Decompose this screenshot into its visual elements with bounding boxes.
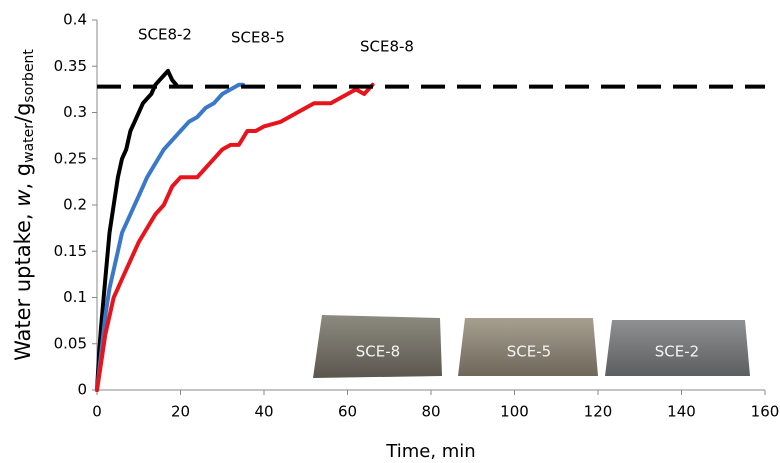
photo-label: SCE-5 bbox=[507, 343, 551, 361]
series-line bbox=[95, 82, 375, 392]
sample-photo bbox=[458, 318, 598, 376]
y-tick-label: 0.05 bbox=[54, 334, 87, 352]
y-label-part: sorbent bbox=[21, 49, 37, 103]
y-tick-label: 0.1 bbox=[63, 288, 87, 306]
series-label: SCE8-2 bbox=[138, 26, 192, 44]
y-tick-label: 0.25 bbox=[54, 149, 87, 167]
y-tick-label: 0.15 bbox=[54, 242, 87, 260]
photo-label: SCE-8 bbox=[356, 343, 400, 361]
y-tick-label: 0 bbox=[77, 381, 87, 399]
y-tick-label: 0.2 bbox=[63, 196, 87, 214]
y-tick-label: 0.4 bbox=[63, 11, 87, 29]
x-tick-label: 140 bbox=[667, 403, 696, 421]
y-axis-label: Water uptake, w, gwater/gsorbent bbox=[11, 49, 37, 361]
x-tick-label: 20 bbox=[171, 403, 190, 421]
x-axis-label: Time, min bbox=[385, 441, 475, 462]
x-tick-label: 160 bbox=[751, 403, 780, 421]
x-tick-label: 120 bbox=[584, 403, 613, 421]
series-label: SCE8-5 bbox=[231, 29, 285, 47]
sample-photo bbox=[313, 315, 442, 378]
series-line bbox=[95, 68, 179, 392]
photo-label: SCE-2 bbox=[655, 343, 699, 361]
x-tick-label: 80 bbox=[421, 403, 440, 421]
y-tick-label: 0.35 bbox=[54, 57, 87, 75]
x-tick-label: 40 bbox=[254, 403, 273, 421]
x-tick-label: 100 bbox=[500, 403, 529, 421]
series-line bbox=[95, 82, 246, 392]
y-label-part: Water uptake, bbox=[11, 207, 35, 361]
y-label-part: w bbox=[11, 189, 35, 207]
y-label-part: /g bbox=[11, 103, 35, 123]
sample-photo bbox=[605, 320, 750, 376]
y-label-part: water bbox=[21, 123, 37, 163]
series-label: SCE8-8 bbox=[360, 38, 414, 56]
y-tick-label: 0.3 bbox=[63, 103, 87, 121]
x-tick-label: 60 bbox=[338, 403, 357, 421]
x-tick-label: 0 bbox=[92, 403, 102, 421]
y-label-part: , g bbox=[11, 163, 35, 190]
